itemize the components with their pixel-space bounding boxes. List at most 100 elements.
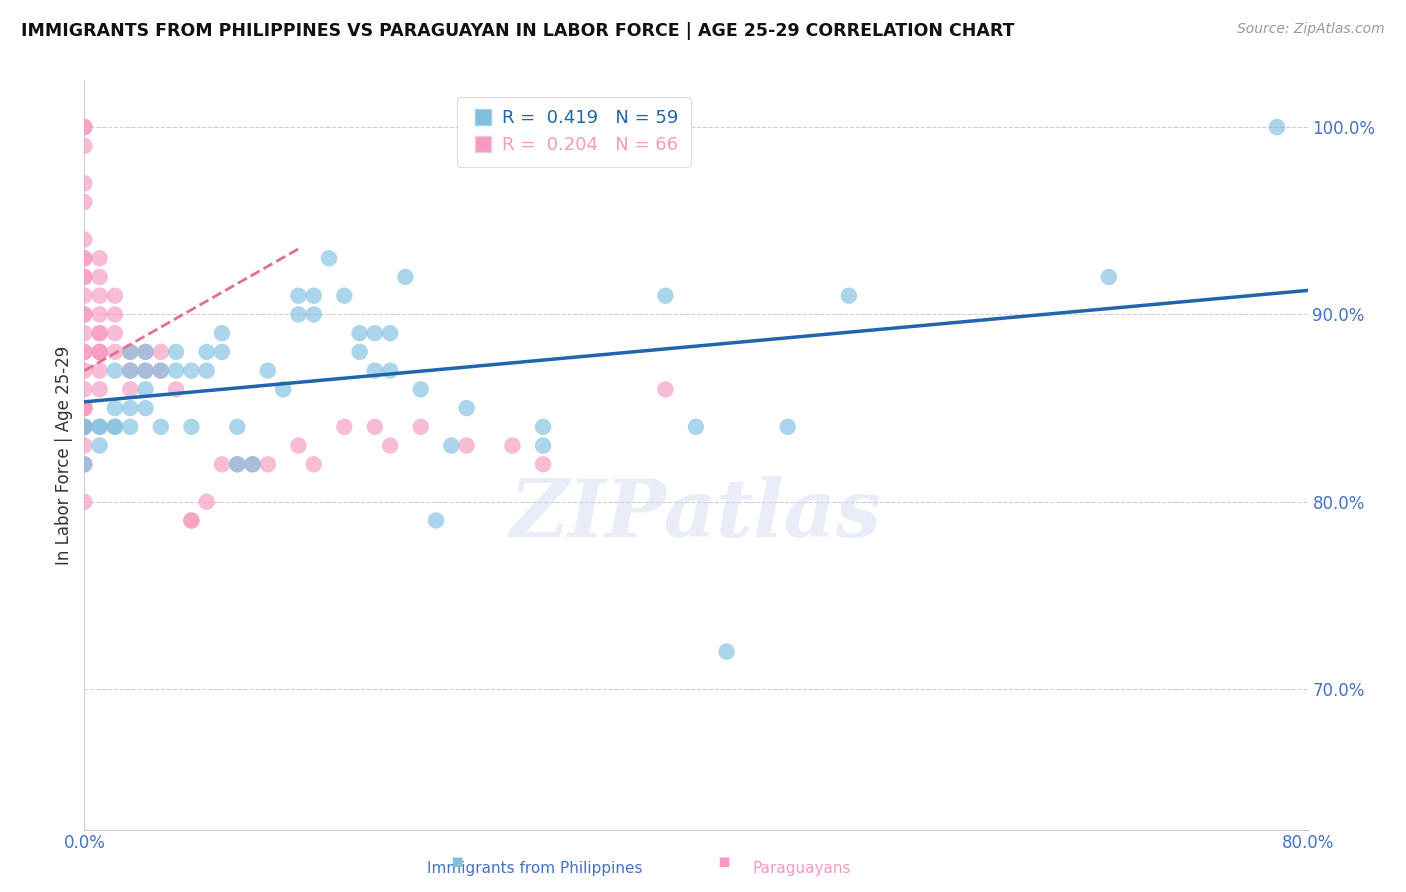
Point — [180, 363, 202, 377]
Point — [89, 326, 111, 340]
Point — [776, 419, 799, 434]
Point — [73, 438, 96, 452]
Point — [89, 344, 111, 359]
Point — [104, 326, 127, 340]
Point — [73, 419, 96, 434]
Point — [73, 494, 96, 508]
Point — [180, 513, 202, 527]
Point — [120, 401, 142, 415]
Point — [89, 344, 111, 359]
Point — [287, 438, 309, 452]
Legend: R =  0.419   N = 59, R =  0.204   N = 66: R = 0.419 N = 59, R = 0.204 N = 66 — [457, 97, 690, 167]
Text: Immigrants from Philippines: Immigrants from Philippines — [426, 861, 643, 876]
Point — [226, 419, 249, 434]
Point — [89, 251, 111, 265]
Point — [502, 438, 524, 452]
Point — [135, 344, 157, 359]
Point — [425, 513, 447, 527]
Point — [271, 382, 294, 396]
Point — [242, 457, 264, 471]
Point — [89, 288, 111, 302]
Point — [838, 288, 860, 302]
Point — [104, 363, 127, 377]
Point — [195, 363, 218, 377]
Point — [89, 419, 111, 434]
Point — [135, 344, 157, 359]
Point — [409, 419, 432, 434]
Point — [349, 326, 371, 340]
Point — [685, 419, 707, 434]
Point — [73, 401, 96, 415]
Point — [73, 269, 96, 284]
Point — [73, 176, 96, 190]
Point — [89, 438, 111, 452]
Point — [135, 382, 157, 396]
Point — [716, 644, 738, 658]
Point — [135, 363, 157, 377]
Point — [89, 363, 111, 377]
Point — [333, 288, 356, 302]
Point — [654, 288, 676, 302]
Point — [89, 382, 111, 396]
Point — [149, 363, 172, 377]
Point — [333, 419, 356, 434]
Point — [409, 382, 432, 396]
Point — [226, 457, 249, 471]
Text: ▪: ▪ — [717, 853, 731, 871]
Point — [73, 419, 96, 434]
Point — [73, 251, 96, 265]
Point — [104, 288, 127, 302]
Point — [165, 363, 187, 377]
Point — [302, 307, 325, 321]
Point — [195, 494, 218, 508]
Point — [73, 138, 96, 153]
Point — [73, 344, 96, 359]
Point — [104, 344, 127, 359]
Point — [257, 363, 280, 377]
Point — [73, 326, 96, 340]
Point — [73, 269, 96, 284]
Point — [1265, 120, 1288, 134]
Text: Paraguayans: Paraguayans — [752, 861, 851, 876]
Point — [120, 363, 142, 377]
Point — [73, 401, 96, 415]
Point — [89, 307, 111, 321]
Point — [165, 344, 187, 359]
Point — [257, 457, 280, 471]
Point — [104, 419, 127, 434]
Point — [364, 363, 387, 377]
Point — [394, 269, 416, 284]
Point — [456, 438, 478, 452]
Point — [89, 326, 111, 340]
Point — [380, 438, 402, 452]
Point — [73, 307, 96, 321]
Point — [73, 363, 96, 377]
Point — [287, 288, 309, 302]
Point — [73, 232, 96, 246]
Point — [73, 419, 96, 434]
Point — [73, 382, 96, 396]
Point — [89, 344, 111, 359]
Point — [73, 307, 96, 321]
Point — [364, 326, 387, 340]
Y-axis label: In Labor Force | Age 25-29: In Labor Force | Age 25-29 — [55, 345, 73, 565]
Point — [149, 419, 172, 434]
Point — [73, 419, 96, 434]
Point — [302, 288, 325, 302]
Point — [302, 457, 325, 471]
Text: ▪: ▪ — [450, 853, 464, 871]
Point — [380, 363, 402, 377]
Point — [1098, 269, 1121, 284]
Point — [120, 382, 142, 396]
Point — [135, 401, 157, 415]
Point — [180, 513, 202, 527]
Point — [73, 401, 96, 415]
Point — [165, 382, 187, 396]
Point — [180, 419, 202, 434]
Text: Source: ZipAtlas.com: Source: ZipAtlas.com — [1237, 22, 1385, 37]
Point — [211, 344, 233, 359]
Point — [380, 326, 402, 340]
Point — [120, 419, 142, 434]
Point — [73, 251, 96, 265]
Point — [73, 120, 96, 134]
